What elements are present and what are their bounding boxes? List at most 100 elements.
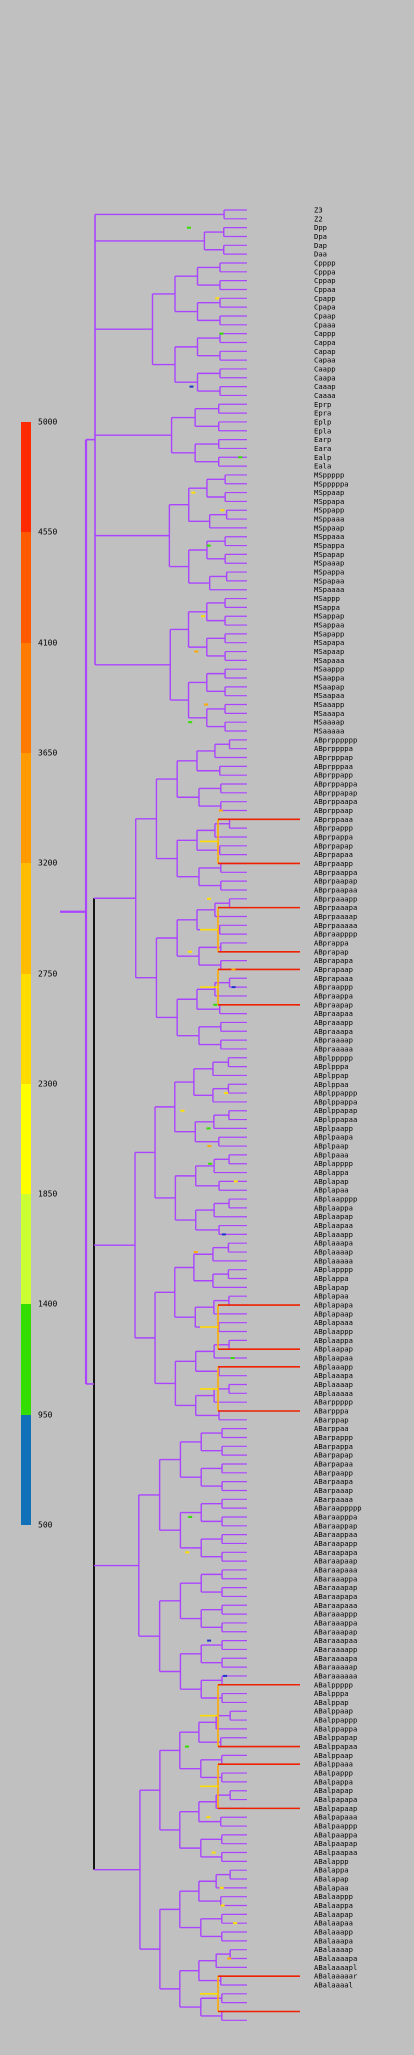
cell-lineage-label: ABplppapaa bbox=[314, 1115, 357, 1124]
cell-lineage-label: ABalaaaaar bbox=[314, 1972, 358, 1981]
legend-tick-label: 3650 bbox=[38, 748, 58, 758]
cell-lineage-label: ABplaaapa bbox=[314, 1371, 353, 1380]
cell-lineage-label: ABalpapaaa bbox=[314, 1813, 357, 1822]
legend-tick-label: 1850 bbox=[38, 1189, 58, 1199]
cell-lineage-label: ABplaapap bbox=[314, 1345, 353, 1354]
legend-tick-label: 2750 bbox=[38, 969, 58, 978]
cell-lineage-label: Cpppp bbox=[314, 258, 336, 267]
cell-lineage-label: ABalpaappp bbox=[314, 1822, 357, 1831]
cell-lineage-label: ABalppaap bbox=[314, 1707, 353, 1716]
cell-lineage-label: ABprpaapaa bbox=[314, 885, 357, 894]
cell-lineage-label: ABalappp bbox=[314, 1857, 349, 1866]
cell-lineage-label: ABplaappa bbox=[314, 1203, 353, 1212]
cell-lineage-label: ABplapaap bbox=[314, 1309, 353, 1318]
legend-tick-label: 500 bbox=[38, 1520, 53, 1530]
cell-lineage-label: ABpraapaa bbox=[314, 1009, 353, 1018]
cell-lineage-label: ABpraaapa bbox=[314, 1027, 353, 1036]
legend-color-segment bbox=[21, 1414, 31, 1526]
cell-lineage-label: Dpa bbox=[314, 232, 327, 241]
cell-lineage-label: ABalaappa bbox=[314, 1901, 353, 1910]
cell-lineage-label: ABplaappp bbox=[314, 1327, 353, 1336]
cell-lineage-label: Daa bbox=[314, 250, 327, 259]
cell-lineage-label: MSpppppa bbox=[314, 479, 349, 488]
cell-lineage-label: ABplpppa bbox=[314, 1062, 349, 1071]
cell-lineage-label: Eprp bbox=[314, 400, 331, 409]
cell-lineage-label: ABarpappa bbox=[314, 1442, 353, 1451]
cell-lineage-label: ABalppappa bbox=[314, 1724, 357, 1733]
cell-lineage-label: Epla bbox=[314, 426, 331, 435]
cell-lineage-label: MSaappa bbox=[314, 674, 344, 683]
cell-lineage-label: ABarppaa bbox=[314, 1424, 349, 1433]
cell-lineage-label: ABprapapa bbox=[314, 956, 353, 965]
cell-lineage-label: Cappa bbox=[314, 338, 336, 347]
cell-lineage-label: ABalappa bbox=[314, 1866, 349, 1875]
legend-color-segment bbox=[21, 532, 31, 644]
cell-lineage-label: MSpapap bbox=[314, 550, 344, 559]
cell-lineage-label: MSappa bbox=[314, 603, 340, 612]
cell-lineage-label: ABalppppp bbox=[314, 1680, 353, 1689]
cell-lineage-label: ABprpaappa bbox=[314, 868, 357, 877]
cell-lineage-label: ABalppapaa bbox=[314, 1742, 357, 1751]
cell-lineage-label: ABplaapap bbox=[314, 1212, 353, 1221]
cell-lineage-label: ABarpapap bbox=[314, 1451, 353, 1460]
cell-lineage-label: MSappaa bbox=[314, 621, 344, 630]
cell-lineage-label: ABplpaaa bbox=[314, 1150, 349, 1159]
cell-lineage-label: Cappp bbox=[314, 329, 336, 338]
legend-color-segment bbox=[21, 1083, 31, 1195]
cell-lineage-label: ABpraappp bbox=[314, 983, 353, 992]
cell-lineage-label: MSppaap bbox=[314, 488, 344, 497]
cell-lineage-label: ABpraapap bbox=[314, 1000, 353, 1009]
cell-lineage-label: MSappap bbox=[314, 612, 344, 621]
cell-lineage-label: ABalpappp bbox=[314, 1769, 353, 1778]
cell-lineage-label: ABalaaaapl bbox=[314, 1963, 357, 1972]
cell-lineage-label: ABplaapaa bbox=[314, 1221, 353, 1230]
cell-lineage-label: ABplpaapa bbox=[314, 1133, 353, 1142]
cell-lineage-label: ABplapppp bbox=[314, 1265, 353, 1274]
cell-lineage-label: ABprpaaapp bbox=[314, 894, 357, 903]
cell-lineage-label: ABplpaapp bbox=[314, 1124, 353, 1133]
cell-lineage-label: ABarpapaa bbox=[314, 1459, 353, 1468]
cell-lineage-label: ABprppapap bbox=[314, 788, 357, 797]
cell-lineage-label: Cpppa bbox=[314, 267, 336, 276]
cell-lineage-label: ABprpapaa bbox=[314, 850, 353, 859]
cell-lineage-label: ABprpaapp bbox=[314, 859, 353, 868]
cell-lineage-label: ABpraaapp bbox=[314, 1018, 353, 1027]
cell-lineage-label: ABplapppp bbox=[314, 1159, 353, 1168]
cell-lineage-label: ABaraapapa bbox=[314, 1548, 357, 1557]
cell-lineage-label: ABplaaapp bbox=[314, 1362, 353, 1371]
legend-color-segment bbox=[21, 752, 31, 864]
cell-lineage-label: ABaraaaaaa bbox=[314, 1671, 357, 1680]
cell-lineage-label: ABalppaaa bbox=[314, 1760, 353, 1769]
cell-lineage-label: ABplappa bbox=[314, 1274, 349, 1283]
cell-lineage-label: ABalaapap bbox=[314, 1910, 353, 1919]
cell-lineage-label: ABplaappa bbox=[314, 1336, 353, 1345]
cell-lineage-label: MSpaaap bbox=[314, 559, 344, 568]
cell-lineage-label: ABplaaaaa bbox=[314, 1256, 353, 1265]
color-scale-legend: 5000 4550 4100 3650 3200 2750 2300 1850 1400 950 5… bbox=[0, 0, 120, 2055]
cell-lineage-label: ABarpaapa bbox=[314, 1477, 353, 1486]
cell-lineage-label: MSpappa bbox=[314, 541, 344, 550]
cell-lineage-label: MSaaaap bbox=[314, 718, 344, 727]
cell-lineage-label: MSpappa bbox=[314, 568, 344, 577]
cell-lineage-label: ABaraaappa bbox=[314, 1574, 357, 1583]
cell-lineage-label: ABprppaapa bbox=[314, 797, 357, 806]
cell-lineage-label: ABalapaa bbox=[314, 1883, 349, 1892]
cell-lineage-label: ABalppap bbox=[314, 1698, 349, 1707]
cell-lineage-label: Z2 bbox=[314, 214, 323, 223]
cell-lineage-label: ABaraappppp bbox=[314, 1504, 362, 1513]
cell-lineage-label: Z3 bbox=[314, 206, 323, 215]
cell-lineage-label: ABaraapaaa bbox=[314, 1565, 357, 1574]
cell-lineage-label: MSppaaa bbox=[314, 515, 344, 524]
cell-lineage-label: ABaraappaa bbox=[314, 1530, 357, 1539]
cell-lineage-label: ABarpaaaa bbox=[314, 1495, 353, 1504]
cell-lineage-label: MSapaaa bbox=[314, 656, 344, 665]
legend-color-segment bbox=[21, 1194, 31, 1305]
cell-lineage-label: Capaa bbox=[314, 356, 336, 365]
cell-lineage-label: ABplppap bbox=[314, 1071, 349, 1080]
cell-lineage-label: ABpraaaaa bbox=[314, 1044, 353, 1053]
cell-lineage-label: MSapapa bbox=[314, 638, 344, 647]
legend-tick-label: 1400 bbox=[38, 1299, 58, 1309]
legend-color-segment bbox=[21, 863, 31, 974]
cell-lineage-label: ABplappa bbox=[314, 1168, 349, 1177]
cell-lineage-label: ABprppaap bbox=[314, 806, 353, 815]
